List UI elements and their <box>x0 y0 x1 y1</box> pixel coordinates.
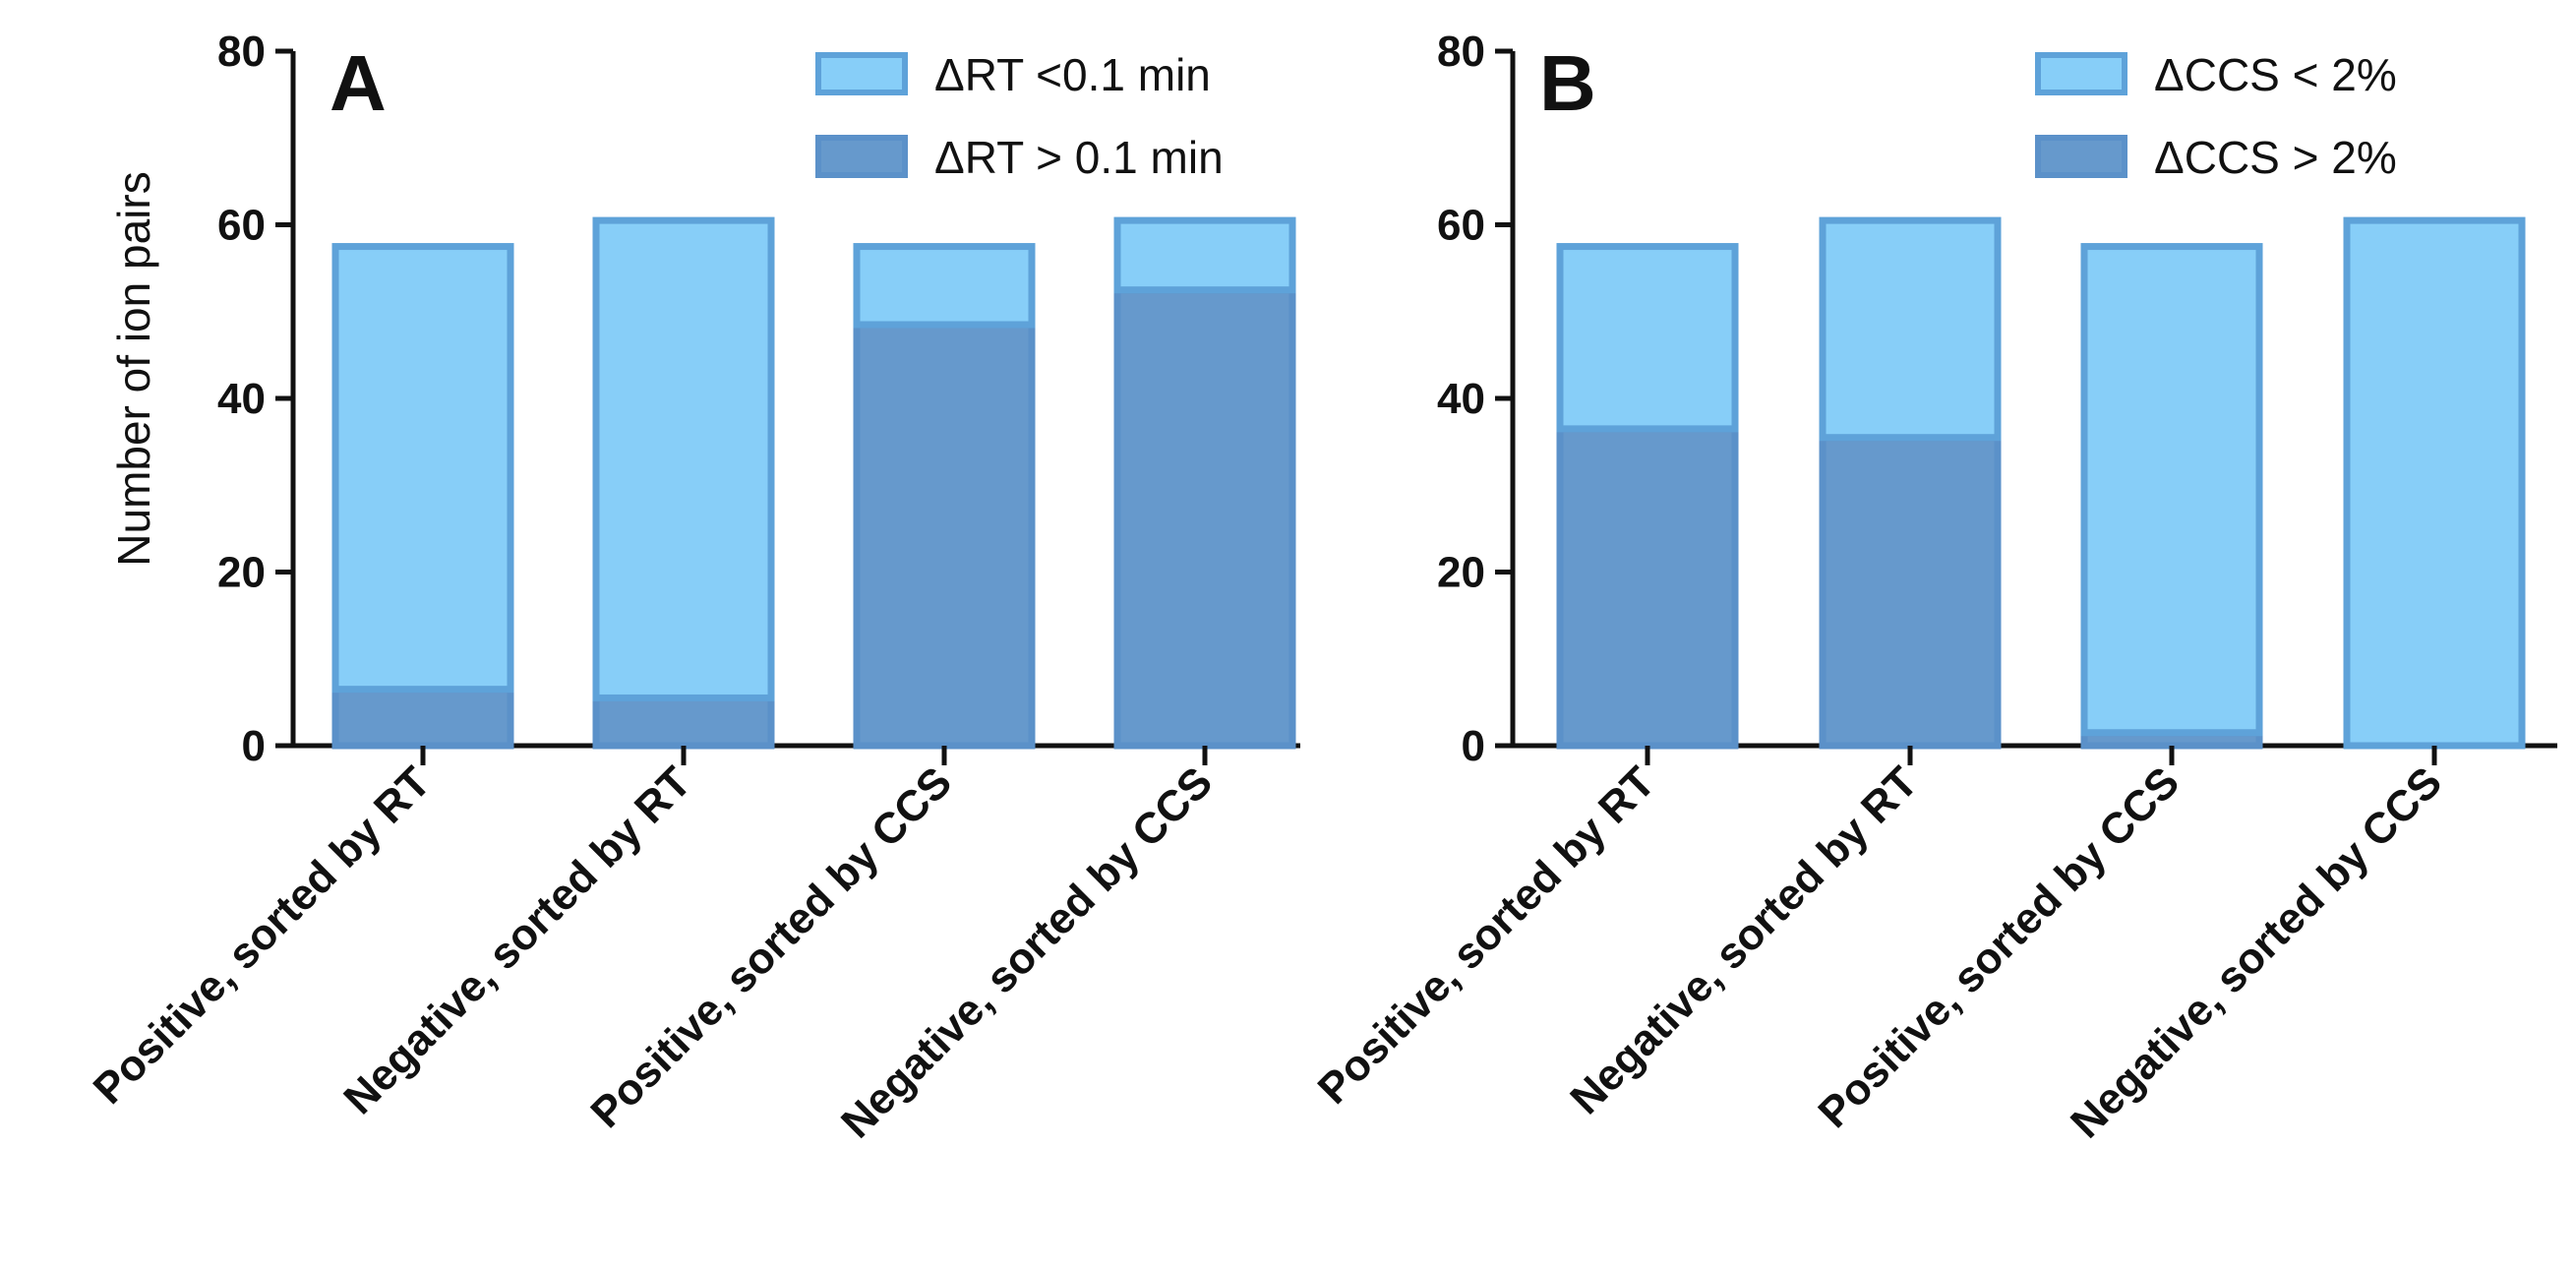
legend-label: ΔRT > 0.1 min <box>934 132 1224 183</box>
legend-swatch <box>815 135 908 178</box>
bar-segment <box>331 243 514 694</box>
y-tick-label: 60 <box>1437 202 1485 250</box>
bar-segment <box>592 216 775 701</box>
legend-swatch <box>2035 52 2127 95</box>
bar-segment <box>1113 286 1296 750</box>
y-tick-label: 80 <box>217 28 266 76</box>
bar-segment <box>1819 216 2002 442</box>
bar-segment <box>331 686 514 750</box>
y-tick-label: 60 <box>217 202 266 250</box>
bar-segment <box>2080 243 2263 737</box>
y-tick-label: 80 <box>1437 28 1485 76</box>
panel-letter: A <box>329 39 387 127</box>
panel-letter: B <box>1539 39 1596 127</box>
bar-segment <box>1113 216 1296 294</box>
legend-swatch <box>815 52 908 95</box>
y-tick-label: 20 <box>1437 549 1485 597</box>
bar-segment <box>853 243 1036 329</box>
bar-segment <box>853 321 1036 750</box>
y-tick-label: 0 <box>1462 722 1485 770</box>
bar-segment <box>2343 216 2526 750</box>
bar-segment <box>1556 243 1739 433</box>
bar-segment <box>1556 425 1739 750</box>
y-tick-label: 40 <box>217 375 266 423</box>
legend-swatch <box>2035 135 2127 178</box>
legend-label: ΔRT <0.1 min <box>934 49 1211 100</box>
y-tick-label: 20 <box>217 549 266 597</box>
bar-segment <box>1819 434 2002 750</box>
bar-segment <box>592 694 775 750</box>
y-tick-label: 40 <box>1437 375 1485 423</box>
legend-label: ΔCCS > 2% <box>2154 132 2397 183</box>
legend-label: ΔCCS < 2% <box>2154 49 2397 100</box>
y-tick-label: 0 <box>242 722 266 770</box>
y-axis-label: Number of ion pairs <box>108 171 159 566</box>
